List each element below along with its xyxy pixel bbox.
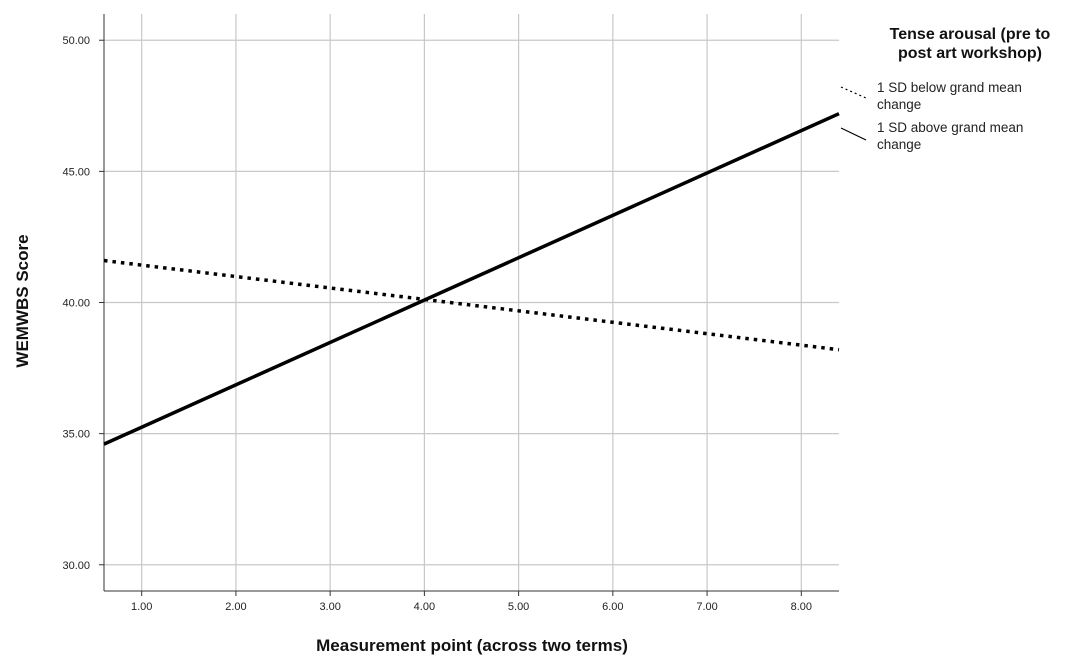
x-axis-title: Measurement point (across two terms): [316, 636, 628, 655]
legend-title-line-2: post art workshop): [898, 45, 1042, 62]
y-tick-label-1: 30.00: [62, 560, 90, 572]
legend: Tense arousal (pre to post art workshop)…: [840, 26, 1051, 152]
x-tick-label-2: 2.00: [225, 601, 246, 613]
grid: [104, 14, 839, 591]
x-tick-label-8: 8.00: [791, 601, 812, 613]
series-lines: [103, 112, 840, 446]
x-tick-label-6: 6.00: [602, 601, 623, 613]
y-tick-label-2: 35.00: [62, 429, 90, 441]
x-tick-label-1: 1.00: [131, 601, 152, 613]
y-tick-label-5: 50.00: [62, 35, 90, 47]
series-line-above-mean: [103, 112, 840, 446]
x-tick-label-3: 3.00: [319, 601, 340, 613]
y-axis-title: WEMWBS Score: [13, 234, 32, 367]
legend-swatch-dotted: [840, 86, 867, 99]
legend-title-line-1: Tense arousal (pre to: [890, 26, 1051, 43]
legend-label-below-line-1: 1 SD below grand mean: [877, 80, 1022, 95]
legend-label-below-line-2: change: [877, 97, 921, 112]
x-tick-label-7: 7.00: [696, 601, 717, 613]
legend-label-above-line-2: change: [877, 137, 921, 152]
x-tick-labels: 1.00 2.00 3.00 4.00 5.00 6.00 7.00 8.00: [131, 601, 812, 613]
series-line-below-mean: [103, 258, 840, 352]
x-tick-label-5: 5.00: [508, 601, 529, 613]
x-tick-label-4: 4.00: [414, 601, 435, 613]
y-tick-label-4: 45.00: [62, 166, 90, 178]
legend-label-above-line-1: 1 SD above grand mean: [877, 120, 1023, 135]
y-tick-label-3: 40.00: [62, 298, 90, 310]
axes: [99, 14, 839, 596]
legend-swatch-solid: [840, 127, 867, 141]
y-tick-labels: 30.00 35.00 40.00 45.00 50.00: [62, 35, 90, 572]
